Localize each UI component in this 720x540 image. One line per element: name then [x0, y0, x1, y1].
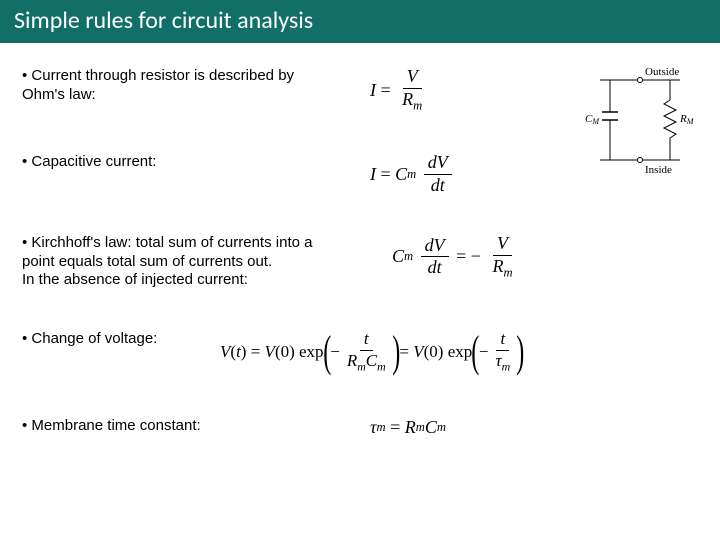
equation: τm = RmCm — [352, 417, 698, 438]
text-line: • Change of voltage: — [22, 330, 202, 349]
bullet-text: • Current through resistor is described … — [22, 67, 352, 105]
bullet-text: • Capacitive current: — [22, 153, 352, 172]
circuit-svg: Outside Inside CM RM — [580, 60, 700, 180]
text-line: • Current through resistor is described … — [22, 67, 352, 86]
bullet-text: • Membrane time constant: — [22, 417, 352, 436]
text-line: point equals total sum of currents out. — [22, 253, 352, 272]
text-line: In the absence of injected current: — [22, 271, 352, 290]
bullet-text: • Kirchhoff's law: total sum of currents… — [22, 234, 352, 290]
circuit-label-inside: Inside — [645, 164, 672, 176]
bullet-row: • Kirchhoff's law: total sum of currents… — [22, 234, 698, 290]
slide-title: Simple rules for circuit analysis — [14, 6, 313, 35]
circuit-diagram: Outside Inside CM RM — [580, 60, 700, 180]
bullet-row: • Change of voltage: V(t) = V(0) exp ( −… — [22, 330, 698, 373]
text-line: Ohm's law: — [22, 86, 352, 105]
slide-header: Simple rules for circuit analysis — [0, 0, 720, 43]
text-line: • Capacitive current: — [22, 153, 352, 172]
bullet-text: • Change of voltage: — [22, 330, 202, 349]
bullet-row: • Membrane time constant: τm = RmCm — [22, 417, 698, 438]
circuit-label-outside: Outside — [645, 66, 679, 78]
circuit-label-rm: RM — [679, 113, 695, 126]
text-line: • Kirchhoff's law: total sum of currents… — [22, 234, 352, 253]
text-line: • Membrane time constant: — [22, 417, 352, 436]
circuit-label-cm: CM — [585, 113, 600, 126]
equation: Cm dV dt = − V Rm — [352, 234, 698, 280]
equation: V(t) = V(0) exp ( − t RmCm ) = V(0) exp … — [202, 330, 698, 373]
